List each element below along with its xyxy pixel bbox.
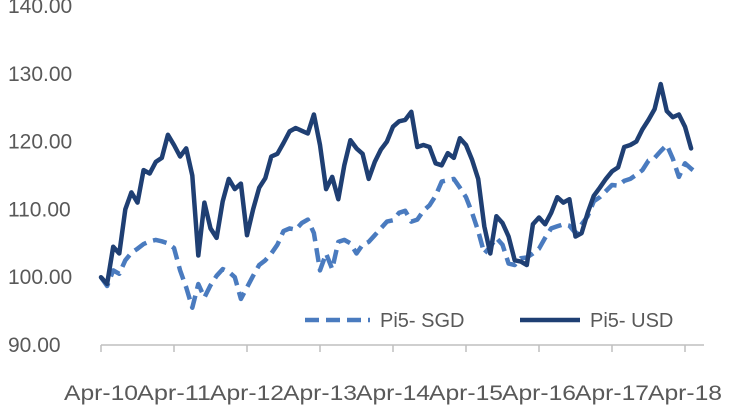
series-line-pi5-usd — [98, 81, 694, 287]
x-tick-label: Apr-11 — [137, 382, 211, 405]
legend: Pi5- SGD Pi5- USD — [305, 310, 673, 332]
x-tick-label: Apr-17 — [575, 382, 649, 405]
legend-label: Pi5- SGD — [380, 310, 464, 332]
y-tick-label: 130.00 — [8, 63, 72, 86]
y-tick-label: 110.00 — [8, 198, 71, 221]
x-tick-label: Apr-13 — [283, 382, 357, 405]
series-layer — [98, 81, 699, 310]
y-axis: 140.00 130.00 120.00 110.00 100.00 90.00 — [8, 0, 72, 357]
x-tick-label: Apr-15 — [429, 382, 503, 405]
legend-label: Pi5- USD — [590, 310, 673, 332]
x-tick-label: Apr-14 — [356, 382, 430, 405]
x-tick-label: Apr-18 — [648, 382, 722, 405]
x-tick-label: Apr-16 — [502, 382, 576, 405]
y-tick-label: 100.00 — [8, 266, 72, 289]
series-line-pi5-sgd — [99, 142, 699, 310]
y-tick-label: 140.00 — [8, 0, 72, 18]
x-tick-label: Apr-10 — [64, 382, 138, 405]
y-tick-label: 120.00 — [8, 131, 72, 154]
y-tick-label: 90.00 — [8, 334, 61, 357]
x-tick-label: Apr-12 — [210, 382, 284, 405]
